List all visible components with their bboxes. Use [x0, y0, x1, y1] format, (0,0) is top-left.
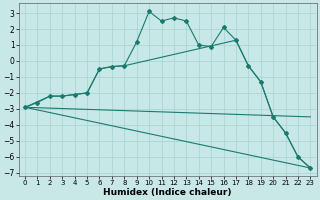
X-axis label: Humidex (Indice chaleur): Humidex (Indice chaleur) [103, 188, 232, 197]
